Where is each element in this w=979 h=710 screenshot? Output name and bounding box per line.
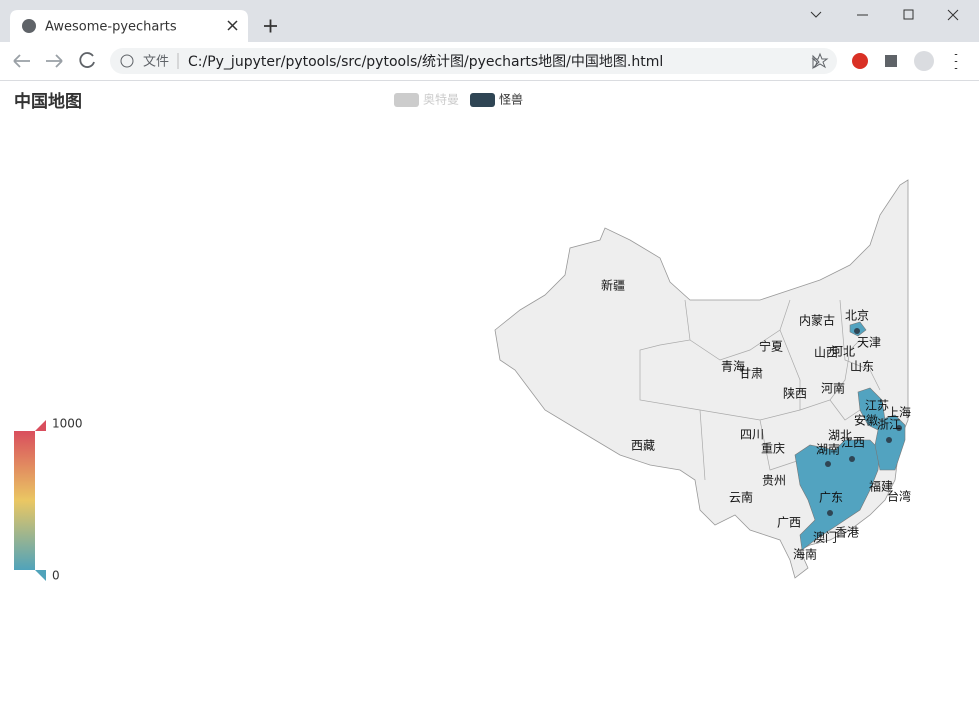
- region-label: 上海: [887, 405, 911, 420]
- back[interactable]: [13, 54, 30, 68]
- region-label: 云南: [729, 490, 753, 505]
- legend-label: 奥特曼: [423, 92, 459, 107]
- visual-map-max: 1000: [52, 417, 83, 431]
- tab-close[interactable]: [227, 20, 238, 31]
- region-label: 重庆: [761, 442, 785, 456]
- legend: 奥特曼 怪兽: [394, 92, 523, 107]
- region-label: 天津: [857, 336, 881, 350]
- forward[interactable]: [46, 54, 63, 68]
- tab[interactable]: [10, 10, 248, 42]
- region-label: 甘肃: [739, 367, 763, 381]
- province-borders: [639, 299, 881, 481]
- region-label: 澳门: [813, 530, 837, 545]
- region-label: 新疆: [601, 278, 625, 293]
- bookmark[interactable]: [811, 52, 829, 69]
- region-label: 内蒙古: [799, 313, 835, 328]
- region-label: 西藏: [631, 439, 655, 453]
- close-window[interactable]: [947, 9, 959, 21]
- address-bar[interactable]: [110, 48, 837, 74]
- info-icon[interactable]: [120, 54, 134, 68]
- tab-search[interactable]: [810, 11, 822, 18]
- region-label: 广东: [819, 491, 843, 505]
- scatter-points: [825, 328, 902, 516]
- tab-icon: [22, 19, 36, 33]
- tab-title: Awesome-pyecharts: [45, 20, 177, 35]
- new-tab[interactable]: [264, 19, 277, 33]
- region-label: 广西: [777, 516, 801, 530]
- region-label: 海南: [793, 547, 817, 562]
- visual-map-min: 0: [52, 569, 60, 583]
- region-label: 陕西: [783, 386, 807, 401]
- region-label: 福建: [869, 479, 893, 494]
- maximize[interactable]: [903, 9, 914, 20]
- region-label: 四川: [740, 428, 764, 442]
- region-label: 湖北: [828, 428, 852, 443]
- profile[interactable]: [914, 51, 934, 71]
- region-label: 青海: [721, 359, 745, 374]
- visual-map-bar: [14, 431, 35, 570]
- url: C:/Py_jupyter/pytools/src/pytools/统计图/py…: [188, 54, 663, 70]
- region-label: 香港: [835, 526, 859, 540]
- region-label: 台湾: [887, 489, 911, 504]
- legend-swatch: [470, 93, 495, 107]
- region-label: 宁夏: [759, 339, 783, 354]
- region-label: 山东: [850, 360, 874, 374]
- region-label: 湖南: [816, 442, 840, 457]
- chart-title: 中国地图: [14, 91, 82, 112]
- reload[interactable]: [79, 52, 95, 68]
- legend-label: 怪兽: [499, 93, 523, 107]
- visual-map-handle[interactable]: [35, 420, 46, 431]
- region-label: 江西: [841, 436, 865, 450]
- region-label: 浙江: [877, 418, 901, 432]
- legend-swatch: [394, 93, 419, 107]
- extension[interactable]: [852, 53, 868, 69]
- highlighted-region[interactable]: [794, 439, 881, 551]
- address-label: 文件: [143, 55, 169, 70]
- region-label: 安徽: [854, 413, 878, 428]
- region-label: 北京: [845, 309, 869, 323]
- extensions[interactable]: [885, 55, 897, 67]
- region-label: 山西: [814, 346, 838, 360]
- region-label: 江苏: [865, 399, 889, 413]
- region-label: 河北: [831, 345, 855, 359]
- region-label: 贵州: [762, 474, 786, 488]
- region-label: 河南: [821, 381, 845, 396]
- visual-map-handle[interactable]: [35, 570, 46, 581]
